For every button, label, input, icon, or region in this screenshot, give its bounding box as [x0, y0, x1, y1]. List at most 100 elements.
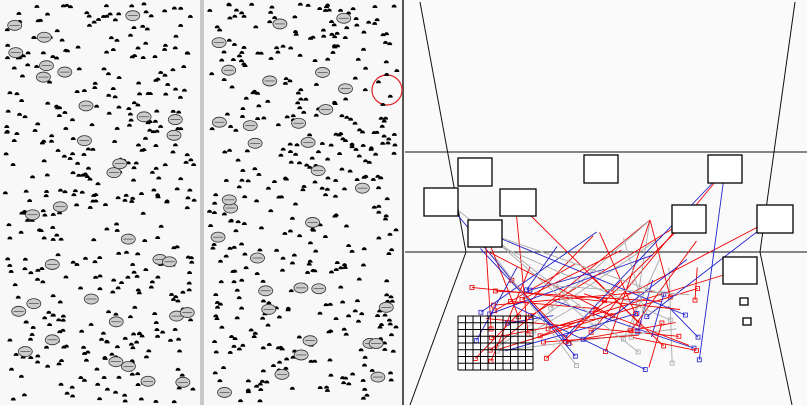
agent	[266, 301, 272, 305]
agent	[324, 187, 330, 191]
agent	[238, 59, 244, 63]
link	[494, 263, 576, 312]
agent	[274, 248, 280, 252]
agent	[116, 375, 122, 379]
agent	[69, 118, 75, 122]
agent	[16, 11, 22, 15]
agent	[110, 47, 116, 51]
agent	[152, 55, 158, 59]
agent	[30, 175, 36, 179]
panel	[756, 204, 794, 234]
agent	[144, 27, 150, 31]
agent	[342, 35, 348, 39]
agent	[332, 101, 338, 105]
agent	[35, 277, 41, 281]
agent	[70, 152, 76, 156]
agent	[210, 246, 216, 250]
agent	[116, 251, 122, 255]
agent	[276, 195, 282, 199]
agent	[87, 177, 93, 181]
agent	[252, 331, 258, 335]
agent	[300, 188, 306, 192]
divider	[402, 0, 404, 405]
agent	[284, 115, 290, 119]
agent	[114, 228, 120, 232]
agent	[275, 346, 281, 350]
agent	[85, 147, 91, 151]
agent	[361, 175, 367, 179]
agent	[280, 268, 286, 272]
agent	[138, 191, 144, 195]
agent	[100, 331, 106, 335]
agent	[93, 275, 99, 279]
agent	[303, 97, 309, 101]
agent	[324, 388, 330, 392]
agent	[239, 50, 245, 54]
agent	[245, 390, 251, 394]
agent	[349, 145, 355, 149]
agent	[91, 20, 97, 24]
agent	[348, 117, 354, 121]
link	[546, 217, 691, 359]
panel	[583, 154, 619, 184]
agent	[362, 88, 368, 92]
agent	[372, 4, 378, 8]
node	[669, 360, 675, 366]
agent	[363, 159, 369, 163]
agent	[375, 80, 381, 84]
agent	[162, 43, 168, 47]
agent	[163, 92, 169, 96]
agent	[231, 42, 237, 46]
links	[444, 169, 776, 372]
agent	[188, 158, 194, 162]
agent	[209, 72, 215, 76]
agent	[101, 375, 107, 379]
agent	[257, 248, 263, 252]
agent	[325, 57, 331, 61]
link	[533, 303, 581, 332]
agent	[312, 58, 318, 62]
link	[651, 294, 665, 338]
agent	[297, 161, 303, 165]
agent	[127, 112, 133, 116]
agent	[36, 228, 42, 232]
agent	[287, 142, 293, 146]
agent	[172, 327, 178, 331]
agent-field	[2, 2, 197, 404]
agent	[388, 333, 394, 337]
agent	[226, 2, 232, 6]
agent	[222, 150, 228, 154]
agent	[296, 335, 302, 339]
agent	[54, 29, 60, 33]
agent	[387, 322, 393, 326]
agent	[178, 177, 184, 181]
agent	[297, 106, 303, 110]
agent	[187, 188, 193, 192]
agent	[245, 179, 251, 183]
agent	[148, 285, 154, 289]
agent	[375, 313, 381, 317]
agent	[265, 323, 271, 327]
agent	[127, 315, 133, 319]
agent	[301, 110, 307, 114]
agent	[217, 259, 223, 263]
agent	[126, 123, 132, 127]
agent	[34, 64, 40, 68]
agent	[241, 14, 247, 18]
agent	[387, 94, 393, 98]
agent	[239, 114, 245, 118]
agent	[137, 92, 143, 96]
agent	[305, 3, 311, 7]
agent	[55, 148, 61, 152]
agent	[170, 109, 176, 113]
node	[644, 314, 650, 320]
agent	[223, 254, 229, 258]
agent	[113, 390, 119, 394]
link	[555, 285, 690, 296]
agent	[136, 81, 142, 85]
agent	[211, 242, 217, 246]
agent	[47, 323, 53, 327]
agent	[389, 248, 395, 252]
agent	[368, 146, 374, 150]
agent	[293, 29, 299, 33]
